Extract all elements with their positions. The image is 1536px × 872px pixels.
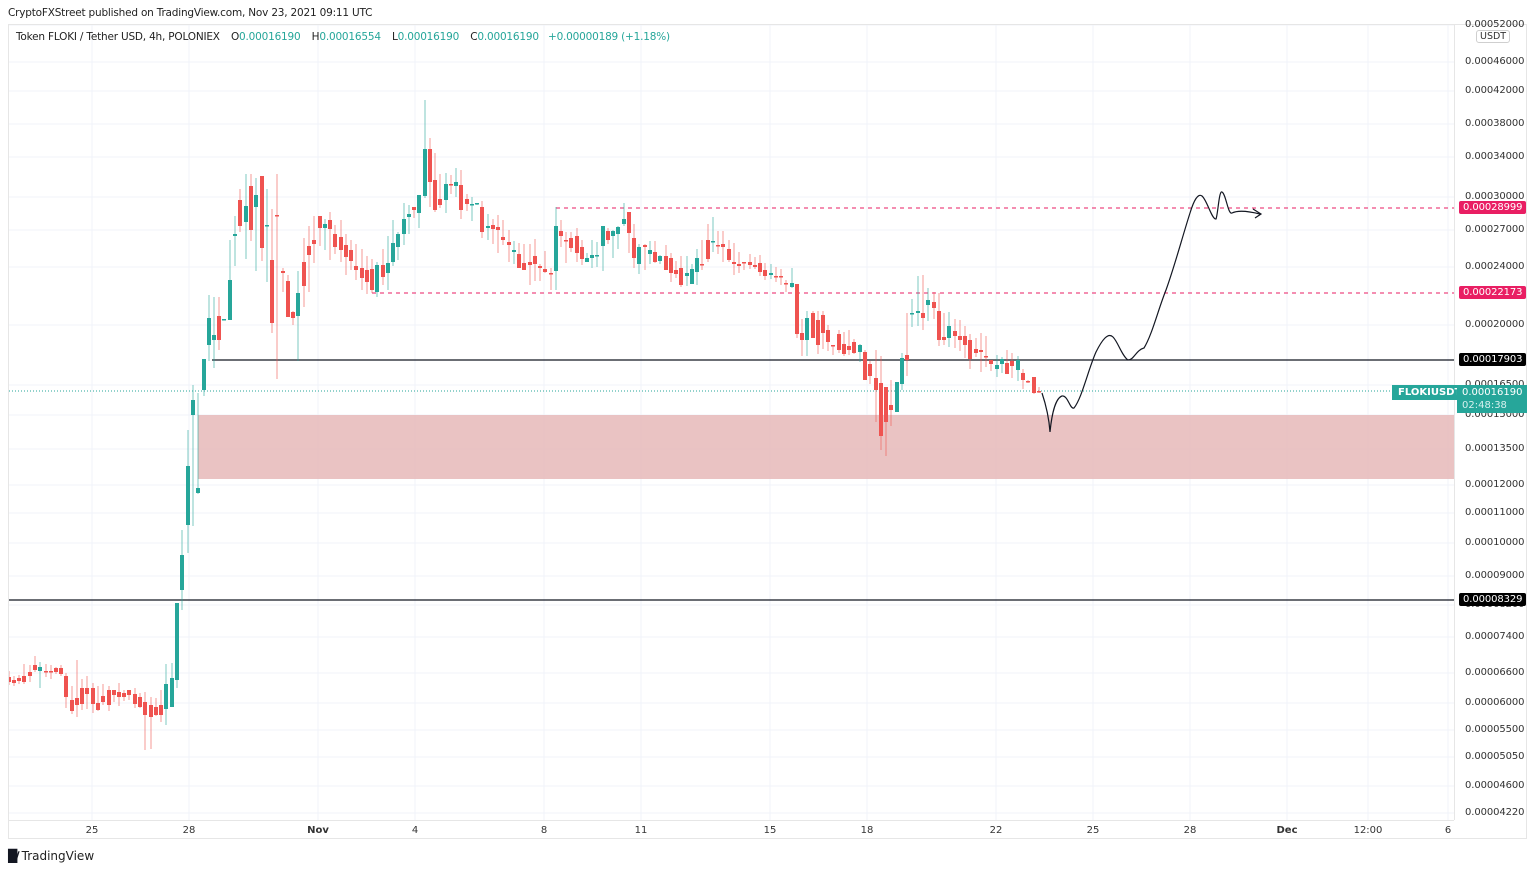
price-axis[interactable]: 0.00052000 0.00046000 0.00042000 0.00038000… — [1454, 19, 1528, 820]
currency-unit-button[interactable]: USDT — [1476, 30, 1511, 43]
current-price-tag: 0.00016190 02:48:38 — [1457, 385, 1528, 413]
time-tick: 4 — [411, 825, 419, 836]
time-tick: 18 — [860, 825, 874, 836]
time-tick: 28 — [182, 825, 196, 836]
price-tick: 0.00012000 — [1465, 479, 1525, 490]
time-tick: Nov — [307, 825, 329, 836]
demand-zone — [198, 415, 1454, 479]
price-tick: 0.00009000 — [1465, 570, 1525, 581]
price-tick: 0.00027000 — [1465, 224, 1525, 235]
horizontal-levels — [9, 207, 1454, 601]
price-tick: 0.00006000 — [1465, 697, 1525, 708]
low-value: 0.00016190 — [397, 31, 460, 43]
arrow-head — [1252, 208, 1263, 219]
price-tick: 0.00010000 — [1465, 537, 1525, 548]
time-tick: 22 — [989, 825, 1003, 836]
price-tick: 0.00007400 — [1465, 631, 1525, 642]
time-tick: 6 — [1444, 825, 1452, 836]
price-tick: 0.00024000 — [1465, 261, 1525, 272]
price-level-label: 0.00028999 — [1459, 201, 1527, 214]
chart-canvas[interactable] — [9, 25, 1454, 820]
time-tick: 25 — [85, 825, 99, 836]
price-tick: 0.00030000 — [1465, 191, 1525, 202]
price-tick: 0.00015000 — [1465, 409, 1525, 420]
price-level-label: 0.00008329 — [1459, 593, 1527, 606]
time-tick: 28 — [1183, 825, 1197, 836]
price-tick: 0.00034000 — [1465, 151, 1525, 162]
symbol-price-tag: FLOKIUSDT — [1392, 385, 1468, 400]
price-tick: 0.00004220 — [1465, 807, 1525, 818]
price-tick: 0.00016500 — [1465, 379, 1525, 390]
bar-countdown: 02:48:38 — [1462, 400, 1507, 411]
time-tick: 11 — [634, 825, 648, 836]
time-tick: Dec — [1276, 825, 1298, 836]
symbol-description: Token FLOKI / Tether USD, 4h, POLONIEX — [16, 31, 220, 43]
time-tick: 15 — [763, 825, 777, 836]
change-value: +0.00000189 (+1.18%) — [547, 31, 670, 43]
price-tick: 0.00013500 — [1465, 443, 1525, 454]
price-level-label: 0.00022173 — [1459, 286, 1527, 299]
price-tick: 0.00052000 — [1465, 19, 1525, 30]
price-tick: 0.00038000 — [1465, 118, 1525, 129]
price-tick: 0.00005500 — [1465, 724, 1525, 735]
price-tick: 0.00005050 — [1465, 751, 1525, 762]
time-tick: 8 — [540, 825, 548, 836]
price-tick: 0.00006600 — [1465, 667, 1525, 678]
candlesticks — [9, 100, 1041, 750]
price-level-label: 0.00017903 — [1459, 353, 1527, 366]
open-value: 0.00016190 — [239, 31, 301, 43]
price-tick: 0.00011000 — [1465, 507, 1525, 518]
time-tick: 25 — [1086, 825, 1100, 836]
publisher-line: CryptoFXStreet published on TradingView.… — [8, 7, 373, 19]
price-tick: 0.00020000 — [1465, 319, 1525, 330]
symbol-legend: Token FLOKI / Tether USD, 4h, POLONIEX O… — [16, 31, 670, 43]
price-tick: 0.00042000 — [1465, 85, 1525, 96]
price-tick: 0.00004600 — [1465, 780, 1525, 791]
current-price: 0.00016190 — [1462, 387, 1523, 398]
close-value: 0.00016190 — [477, 31, 539, 43]
high-value: 0.00016554 — [319, 31, 381, 43]
price-tick: 0.00046000 — [1465, 56, 1525, 67]
tradingview-logo-icon: █∕ — [8, 849, 20, 863]
time-axis[interactable]: 25 28 Nov 4 8 11 15 18 22 25 28 Dec 12:00 6 — [9, 820, 1454, 839]
projection-path — [1041, 191, 1261, 433]
time-tick: 12:00 — [1353, 825, 1383, 836]
brand-name: TradingView — [21, 849, 95, 863]
tradingview-logo[interactable]: █∕ TradingView — [8, 849, 94, 863]
